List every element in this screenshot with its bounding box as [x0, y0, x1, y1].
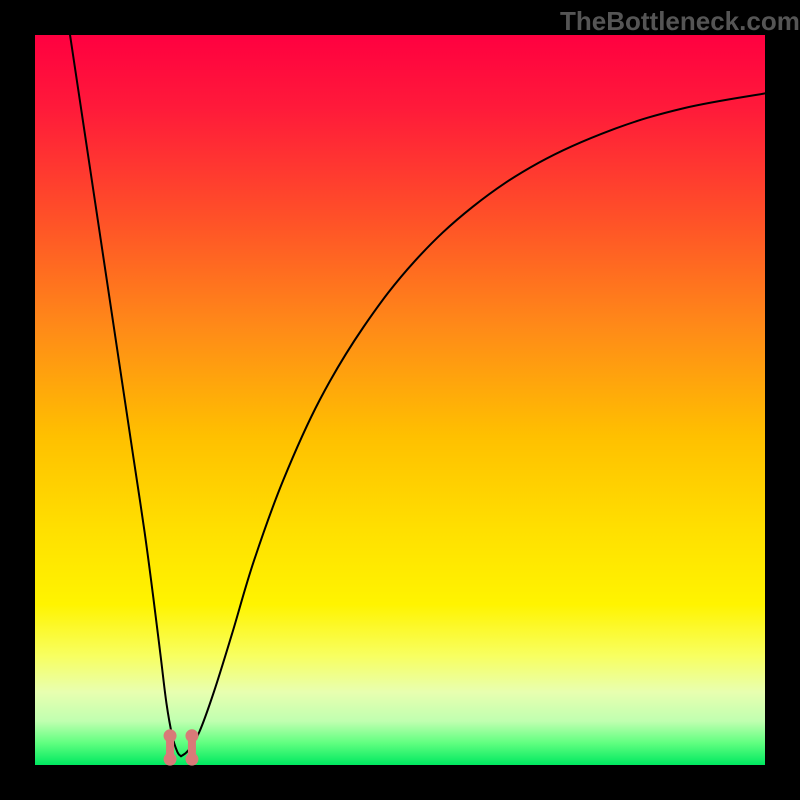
chart-root: TheBottleneck.com	[0, 0, 800, 800]
watermark-text: TheBottleneck.com	[560, 6, 800, 37]
plot-area	[35, 35, 765, 765]
